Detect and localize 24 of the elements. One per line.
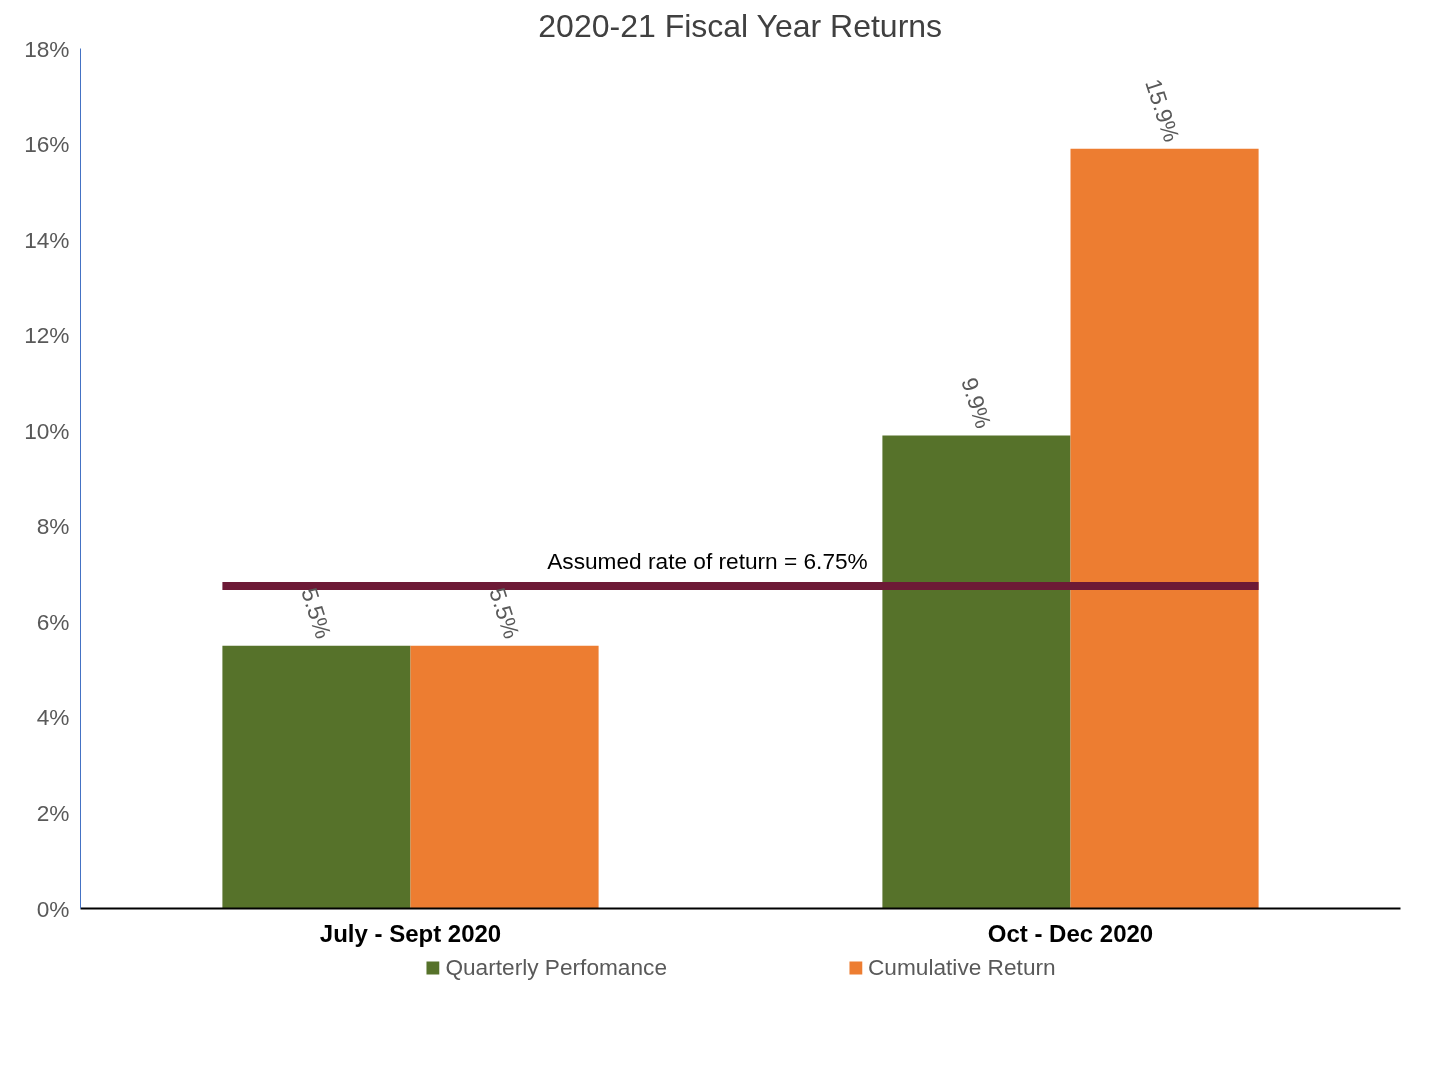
- x-tick-label: Oct - Dec 2020: [987, 919, 1154, 947]
- y-tick-label: 0%: [36, 895, 70, 922]
- y-tick-label: 10%: [24, 417, 70, 444]
- y-tick-label: 4%: [36, 704, 70, 731]
- legend-label: Cumulative Return: [868, 953, 1056, 981]
- bar: [1070, 148, 1259, 909]
- ref-line-label: Assumed rate of return = 6.75%: [547, 548, 868, 574]
- y-tick-label: 6%: [36, 608, 70, 635]
- bar: [410, 645, 599, 909]
- bar: [222, 645, 411, 909]
- y-tick-label: 8%: [36, 513, 70, 540]
- data-label: 15.9%: [1140, 75, 1185, 145]
- y-tick-label: 18%: [24, 35, 70, 62]
- data-label: 9.9%: [956, 374, 997, 432]
- data-label: 5.5%: [484, 584, 525, 642]
- legend-label: Quarterly Perfomance: [445, 953, 667, 981]
- y-tick-label: 16%: [24, 131, 70, 158]
- chart-title: 2020-21 Fiscal Year Returns: [538, 7, 943, 44]
- x-tick-label: July - Sept 2020: [319, 919, 502, 947]
- bar: [882, 435, 1071, 909]
- y-tick-label: 2%: [36, 799, 70, 826]
- y-tick-label: 12%: [24, 322, 70, 349]
- data-label: 5.5%: [296, 584, 337, 642]
- y-tick-label: 14%: [24, 226, 70, 253]
